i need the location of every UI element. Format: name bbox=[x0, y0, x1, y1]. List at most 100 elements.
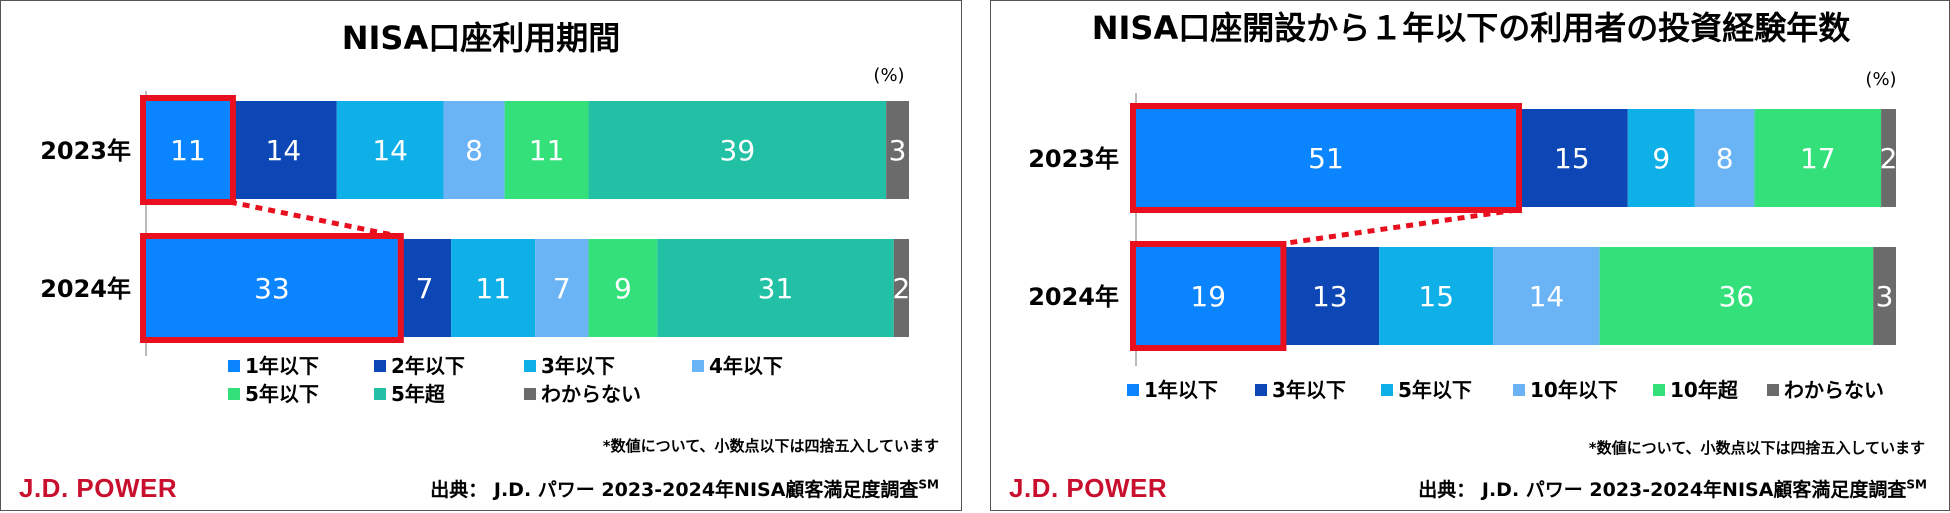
legend-label: 10年以下 bbox=[1530, 378, 1618, 402]
source-text: J.D. パワー 2023-2024年NISA顧客満足度調査 bbox=[493, 479, 919, 501]
source-citation: 出典： J.D. パワー 2023-2024年NISA顧客満足度調査SM bbox=[1418, 475, 1927, 502]
legend-label: わからない bbox=[1784, 378, 1884, 402]
data-label: 2 bbox=[1880, 142, 1898, 175]
data-label: 14 bbox=[372, 134, 408, 167]
unit-label: (%) bbox=[873, 65, 904, 86]
legend-swatch bbox=[374, 388, 386, 400]
legend-swatch bbox=[228, 360, 240, 372]
bar-segment bbox=[535, 239, 589, 337]
highlight-box bbox=[1130, 241, 1287, 351]
data-label: 2 bbox=[892, 272, 910, 305]
legend-label: わからない bbox=[541, 382, 641, 406]
legend-label: 5年超 bbox=[391, 382, 446, 406]
bar-segment bbox=[588, 101, 887, 199]
data-label: 31 bbox=[758, 272, 794, 305]
service-mark: SM bbox=[918, 477, 939, 492]
legend-label: 2年以下 bbox=[391, 354, 465, 378]
bar-segment bbox=[443, 101, 505, 199]
data-label: 3 bbox=[889, 134, 907, 167]
data-label: 11 bbox=[170, 134, 206, 167]
chart-title: NISA口座利用期間 bbox=[342, 19, 621, 57]
bar-segment bbox=[1881, 109, 1896, 207]
bar-segment bbox=[886, 101, 909, 199]
bar-segment bbox=[1493, 247, 1600, 345]
legend-swatch bbox=[1381, 384, 1393, 396]
data-label: 9 bbox=[614, 272, 632, 305]
data-label: 19 bbox=[1190, 280, 1226, 313]
data-label: 7 bbox=[416, 272, 434, 305]
bar-segment bbox=[1627, 109, 1695, 207]
legend-swatch bbox=[524, 360, 536, 372]
bar-segment bbox=[1280, 247, 1380, 345]
jd-power-logo: J.D. POWER bbox=[1009, 473, 1168, 503]
bar-segment bbox=[1379, 247, 1494, 345]
legend-swatch bbox=[1127, 384, 1139, 396]
legend-swatch bbox=[524, 388, 536, 400]
data-label: 8 bbox=[1716, 142, 1734, 175]
data-label: 17 bbox=[1800, 142, 1836, 175]
data-label: 7 bbox=[553, 272, 571, 305]
source-prefix: 出典： bbox=[1418, 479, 1476, 501]
rounding-note: *数値について、小数点以下は四捨五入しています bbox=[602, 437, 939, 455]
data-label: 14 bbox=[266, 134, 302, 167]
legend-label: 4年以下 bbox=[709, 354, 783, 378]
data-label: 11 bbox=[475, 272, 511, 305]
bar-segment bbox=[1136, 247, 1281, 345]
bar-segment bbox=[1599, 247, 1874, 345]
legend-label: 3年以下 bbox=[1272, 378, 1346, 402]
service-mark: SM bbox=[1906, 477, 1927, 492]
category-label: 2023年 bbox=[40, 137, 131, 165]
bar-segment bbox=[1516, 109, 1628, 207]
category-label: 2024年 bbox=[1028, 283, 1119, 311]
legend-label: 1年以下 bbox=[1144, 378, 1218, 402]
legend-swatch bbox=[1255, 384, 1267, 396]
legend-label: 5年以下 bbox=[245, 382, 319, 406]
stacked-bar-chart-left: NISA口座利用期間 (%) 2023年 11 14 14 8 11 39 3 2024年 33 7 11… bbox=[40, 19, 910, 406]
data-label: 39 bbox=[720, 134, 756, 167]
source-text: J.D. パワー 2023-2024年NISA顧客満足度調査 bbox=[1481, 479, 1907, 501]
data-label: 9 bbox=[1652, 142, 1670, 175]
highlight-box bbox=[140, 95, 236, 205]
bar-segment bbox=[1694, 109, 1755, 207]
bar-segment bbox=[588, 239, 658, 337]
highlight-connector bbox=[1280, 207, 1517, 247]
bar-segment bbox=[336, 101, 444, 199]
bar-segment bbox=[451, 239, 536, 337]
bar-segment bbox=[893, 239, 909, 337]
bar-segment bbox=[1136, 109, 1516, 207]
data-label: 15 bbox=[1554, 142, 1590, 175]
chart-title: NISA口座開設から１年以下の利用者の投資経験年数 bbox=[1092, 9, 1852, 47]
legend-swatch bbox=[1767, 384, 1779, 396]
source-prefix: 出典： bbox=[430, 479, 488, 501]
data-label: 8 bbox=[465, 134, 483, 167]
legend-swatch bbox=[228, 388, 240, 400]
legend-swatch bbox=[1653, 384, 1665, 396]
legend-swatch bbox=[692, 360, 704, 372]
bar-segment bbox=[146, 239, 398, 337]
data-label: 3 bbox=[1876, 280, 1894, 313]
highlight-connector bbox=[229, 199, 399, 239]
bar-segment bbox=[397, 239, 452, 337]
rounding-note: *数値について、小数点以下は四捨五入しています bbox=[1588, 439, 1925, 457]
chart-panel-left: NISA口座利用期間 (%) 2023年 11 14 14 8 11 39 3 2024年 33 7 11… bbox=[0, 0, 962, 511]
legend-label: 5年以下 bbox=[1398, 378, 1472, 402]
category-label: 2024年 bbox=[40, 275, 131, 303]
highlight-box bbox=[140, 233, 404, 343]
bar-segment bbox=[504, 101, 589, 199]
legend-swatch bbox=[374, 360, 386, 372]
data-label: 33 bbox=[254, 272, 290, 305]
bar-segment bbox=[229, 101, 337, 199]
bar-segment bbox=[146, 101, 230, 199]
bar-segment bbox=[1754, 109, 1882, 207]
legend-label: 10年超 bbox=[1670, 378, 1739, 402]
highlight-box bbox=[1130, 103, 1522, 213]
data-label: 14 bbox=[1529, 280, 1565, 313]
data-label: 36 bbox=[1719, 280, 1755, 313]
data-label: 15 bbox=[1418, 280, 1454, 313]
chart-panel-right: NISA口座開設から１年以下の利用者の投資経験年数 (%) 2023年 51 15 9 8 1… bbox=[990, 0, 1950, 511]
source-citation: 出典： J.D. パワー 2023-2024年NISA顧客満足度調査SM bbox=[430, 475, 939, 502]
data-label: 51 bbox=[1308, 142, 1344, 175]
stacked-bar-chart-right: NISA口座開設から１年以下の利用者の投資経験年数 (%) 2023年 51 15 9 8 1… bbox=[1028, 9, 1898, 402]
bar-segment bbox=[657, 239, 894, 337]
data-label: 11 bbox=[529, 134, 565, 167]
